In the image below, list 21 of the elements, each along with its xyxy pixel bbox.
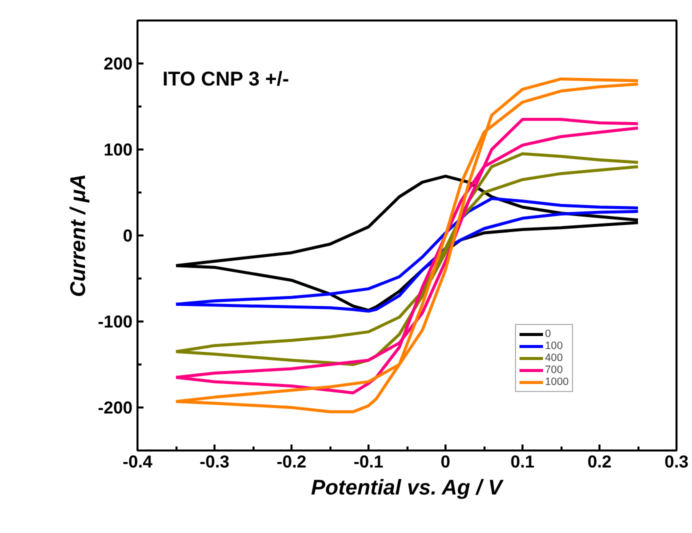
x-axis-title: Potential vs. Ag / V: [311, 476, 504, 500]
x-tick-label: 0.1: [510, 452, 535, 472]
x-tick-label: 0: [440, 452, 450, 472]
y-axis-title: Current / μA: [66, 174, 90, 298]
x-tick-label: 0.2: [587, 452, 612, 472]
x-tick-label: -0.1: [354, 452, 384, 472]
y-tick-label: 0: [122, 226, 133, 246]
y-tick-label: -200: [98, 398, 133, 418]
x-tick-label: -0.2: [276, 452, 306, 472]
y-tick-label: -100: [98, 312, 133, 332]
legend-label: 0: [545, 328, 552, 340]
legend-label: 100: [545, 340, 564, 352]
legend-label: 400: [545, 352, 564, 364]
x-tick-label: -0.3: [200, 452, 230, 472]
x-tick-label: -0.4: [122, 452, 153, 472]
legend-label: 700: [545, 364, 564, 376]
x-tick-label: 0.3: [664, 452, 689, 472]
legend-label: 1000: [545, 376, 569, 388]
y-tick-label: 100: [104, 140, 133, 160]
y-tick-label: 200: [104, 54, 133, 74]
annotation: ITO CNP 3 +/-: [162, 68, 290, 90]
